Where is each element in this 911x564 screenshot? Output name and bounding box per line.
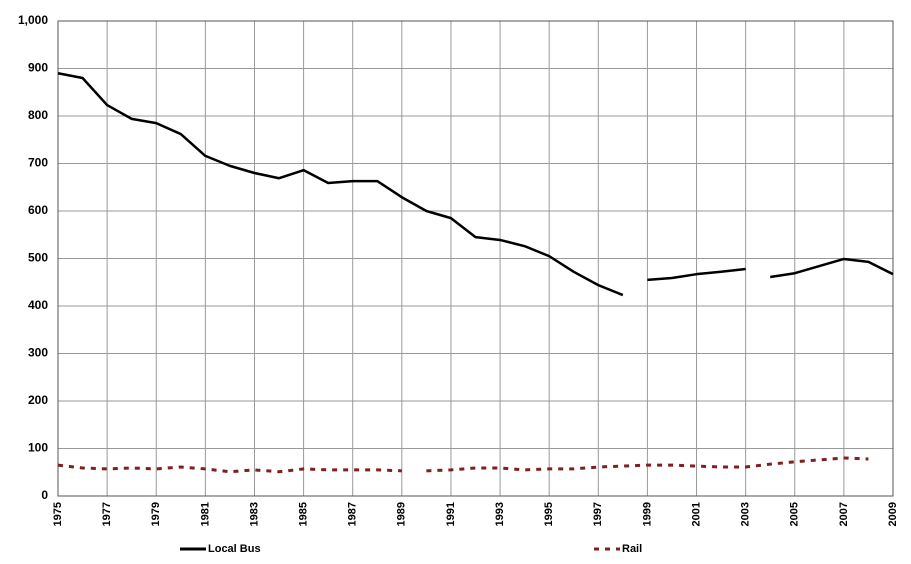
x-tick-label: 1987: [347, 502, 359, 526]
y-tick-label: 1,000: [18, 13, 48, 27]
y-tick-label: 900: [28, 61, 48, 75]
y-tick-label: 200: [28, 393, 48, 407]
legend-label: Local Bus: [208, 543, 261, 555]
x-tick-label: 2005: [789, 502, 801, 526]
y-tick-label: 500: [28, 251, 48, 265]
x-tick-label: 1975: [52, 502, 64, 526]
x-tick-label: 1981: [199, 502, 211, 526]
y-tick-label: 100: [28, 441, 48, 455]
x-tick-label: 2001: [690, 502, 702, 526]
y-tick-label: 300: [28, 346, 48, 360]
x-tick-label: 1979: [150, 502, 162, 526]
y-tick-label: 700: [28, 156, 48, 170]
y-tick-label: 400: [28, 298, 48, 312]
plot-border: [57, 20, 894, 497]
y-tick-label: 0: [41, 488, 48, 502]
x-tick-label: 1977: [101, 502, 113, 526]
x-tick-label: 1991: [445, 502, 457, 526]
x-tick-label: 1993: [494, 502, 506, 526]
x-tick-label: 1999: [641, 502, 653, 526]
x-tick-label: 2009: [887, 502, 899, 526]
x-tick-label: 1983: [248, 502, 260, 526]
x-tick-label: 2003: [740, 502, 752, 526]
x-tick-label: 1997: [592, 502, 604, 526]
x-tick-label: 2007: [838, 502, 850, 526]
series-line: [57, 456, 869, 474]
legend-label: Rail: [622, 543, 642, 555]
x-tick-label: 1995: [543, 502, 555, 526]
y-tick-label: 600: [28, 203, 48, 217]
x-tick-label: 1989: [396, 502, 408, 526]
y-tick-label: 800: [28, 108, 48, 122]
series-line: [57, 72, 894, 297]
x-tick-label: 1985: [297, 502, 309, 526]
